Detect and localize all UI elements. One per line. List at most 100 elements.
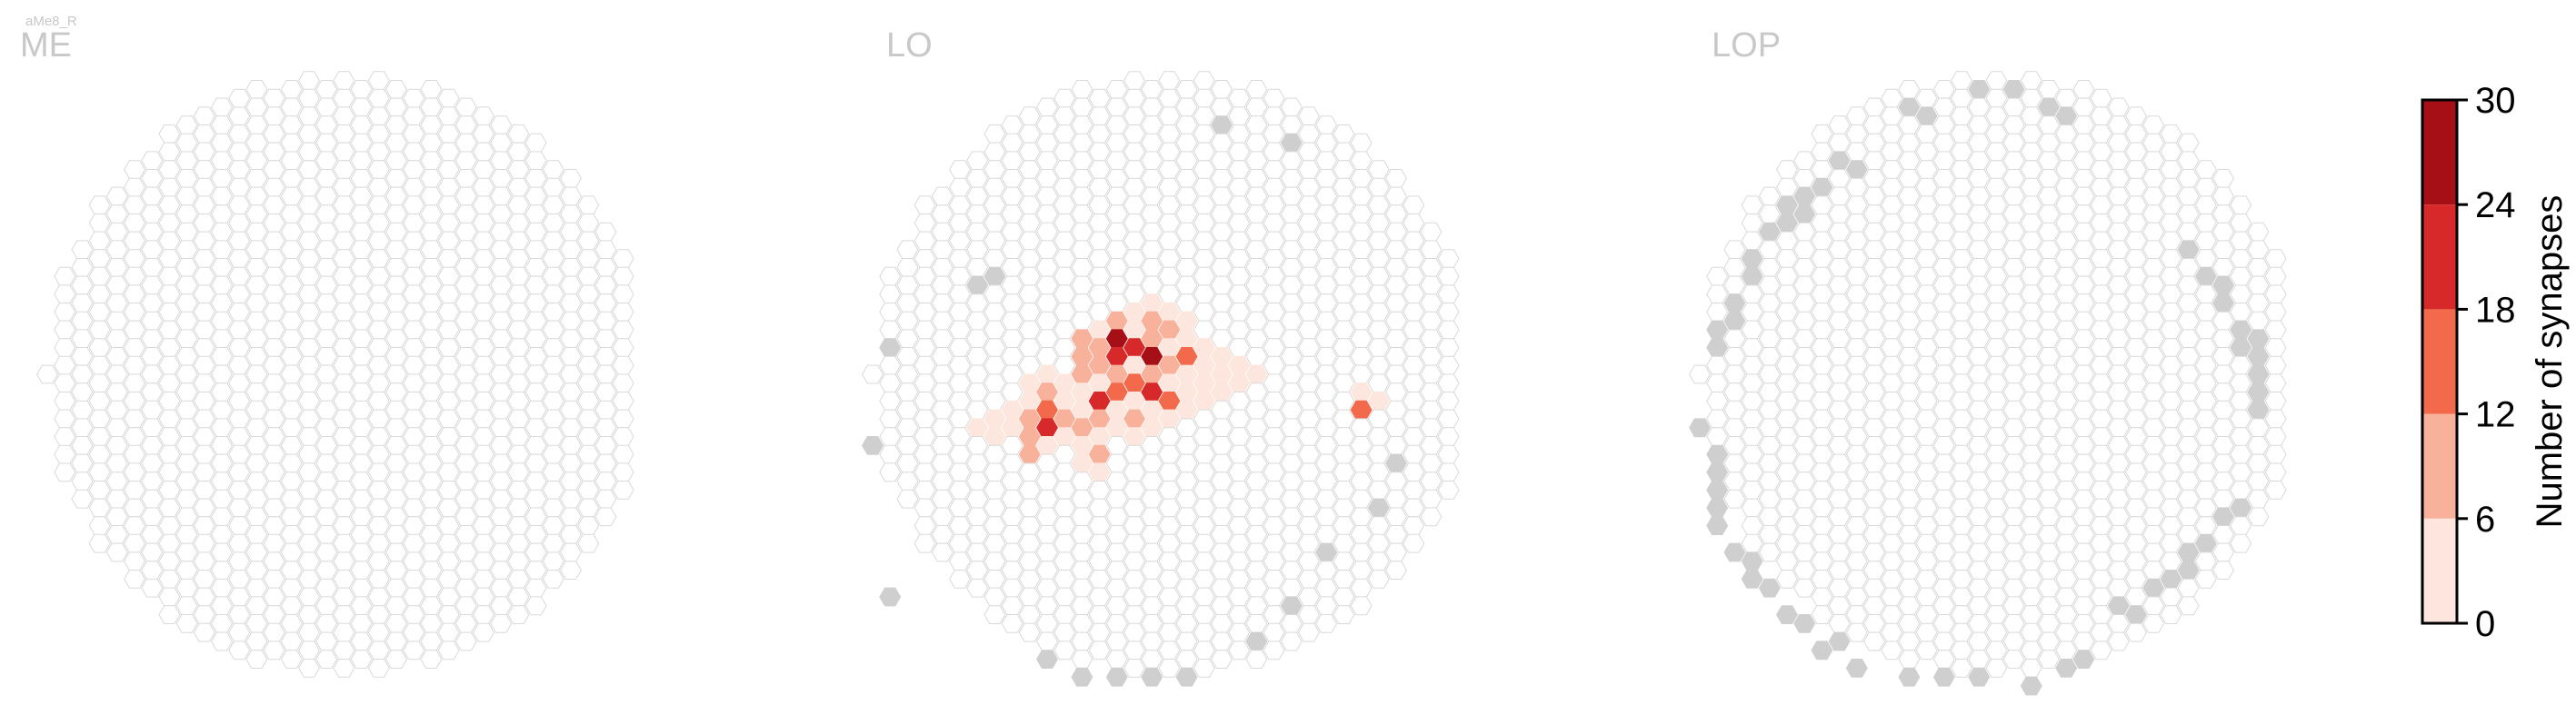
empty-column-cell bbox=[437, 481, 460, 500]
empty-column-cell bbox=[2090, 373, 2112, 393]
empty-column-cell bbox=[420, 347, 443, 366]
empty-column-cell bbox=[1776, 481, 1798, 500]
synapse-cell bbox=[983, 409, 1006, 429]
empty-column-cell bbox=[949, 160, 971, 179]
empty-column-cell bbox=[2160, 320, 2182, 340]
empty-column-cell bbox=[420, 418, 443, 438]
empty-column-cell bbox=[298, 551, 320, 571]
empty-column-cell bbox=[1898, 115, 1921, 134]
empty-column-cell bbox=[1263, 266, 1285, 286]
empty-column-cell bbox=[71, 489, 94, 509]
empty-column-cell bbox=[263, 320, 285, 340]
empty-column-cell bbox=[1367, 320, 1390, 340]
empty-column-cell bbox=[1001, 115, 1023, 134]
colorbar-tick-label: 18 bbox=[2475, 290, 2516, 330]
empty-column-cell bbox=[507, 160, 530, 179]
empty-column-cell bbox=[385, 293, 407, 313]
empty-column-cell bbox=[1385, 186, 1407, 206]
empty-column-cell bbox=[1367, 481, 1390, 500]
empty-column-cell bbox=[454, 169, 477, 188]
empty-column-cell bbox=[367, 355, 390, 375]
empty-column-cell bbox=[1951, 142, 1972, 162]
empty-column-cell bbox=[333, 373, 355, 393]
empty-column-cell bbox=[1845, 444, 1868, 464]
empty-column-cell bbox=[2160, 533, 2182, 553]
empty-column-cell bbox=[1088, 142, 1111, 162]
empty-column-cell bbox=[2125, 106, 2147, 126]
empty-column-cell bbox=[211, 596, 233, 616]
empty-column-cell bbox=[228, 533, 251, 553]
empty-column-cell bbox=[2125, 249, 2147, 268]
empty-column-cell bbox=[1706, 284, 1729, 304]
synapse-cell bbox=[1105, 311, 1128, 331]
empty-column-cell bbox=[507, 462, 530, 482]
empty-column-cell bbox=[1385, 258, 1407, 277]
empty-column-cell bbox=[1881, 124, 1903, 144]
empty-column-cell bbox=[560, 436, 582, 455]
empty-column-cell bbox=[1141, 258, 1163, 277]
empty-column-cell bbox=[2177, 472, 2200, 491]
empty-column-cell bbox=[1211, 472, 1233, 491]
empty-column-cell bbox=[2160, 516, 2182, 535]
empty-column-cell bbox=[1088, 124, 1111, 144]
empty-column-cell bbox=[1863, 97, 1885, 117]
empty-column-cell bbox=[280, 204, 303, 223]
missing-column-cell bbox=[1776, 214, 1798, 233]
empty-column-cell bbox=[298, 214, 320, 233]
empty-column-cell bbox=[2038, 614, 2060, 633]
empty-column-cell bbox=[1245, 240, 1268, 260]
empty-column-cell bbox=[1158, 142, 1181, 162]
empty-column-cell bbox=[1403, 427, 1425, 446]
empty-column-cell bbox=[1898, 80, 1921, 99]
empty-column-cell bbox=[1228, 516, 1251, 535]
empty-column-cell bbox=[105, 293, 128, 313]
empty-column-cell bbox=[280, 400, 303, 420]
empty-column-cell bbox=[315, 186, 338, 206]
empty-column-cell bbox=[1723, 258, 1746, 277]
empty-column-cell bbox=[211, 364, 233, 384]
empty-column-cell bbox=[2177, 453, 2200, 473]
empty-column-cell bbox=[1018, 498, 1041, 518]
empty-column-cell bbox=[367, 338, 390, 357]
empty-column-cell bbox=[1811, 587, 1833, 607]
empty-column-cell bbox=[420, 364, 443, 384]
empty-column-cell bbox=[88, 481, 111, 500]
empty-column-cell bbox=[1723, 472, 1746, 491]
empty-column-cell bbox=[367, 444, 390, 464]
empty-column-cell bbox=[1036, 578, 1058, 598]
empty-column-cell bbox=[437, 427, 460, 446]
missing-column-cell bbox=[2230, 498, 2252, 518]
empty-column-cell bbox=[1036, 329, 1058, 349]
empty-column-cell bbox=[1211, 329, 1233, 349]
empty-column-cell bbox=[420, 596, 443, 616]
empty-column-cell bbox=[158, 462, 181, 482]
empty-column-cell bbox=[1898, 222, 1921, 242]
empty-column-cell bbox=[1105, 436, 1128, 455]
empty-column-cell bbox=[914, 355, 936, 375]
empty-column-cell bbox=[350, 97, 373, 117]
empty-column-cell bbox=[2038, 258, 2060, 277]
empty-column-cell bbox=[560, 418, 582, 438]
empty-column-cell bbox=[1706, 427, 1729, 446]
empty-column-cell bbox=[2107, 631, 2130, 651]
empty-column-cell bbox=[333, 71, 355, 90]
empty-column-cell bbox=[1053, 570, 1076, 589]
empty-column-cell bbox=[1001, 222, 1023, 242]
empty-column-cell bbox=[2230, 303, 2252, 322]
empty-column-cell bbox=[280, 240, 303, 260]
empty-column-cell bbox=[1951, 481, 1972, 500]
empty-column-cell bbox=[1811, 303, 1833, 322]
synapse-cell bbox=[1211, 347, 1233, 366]
empty-column-cell bbox=[949, 498, 971, 518]
empty-column-cell bbox=[385, 133, 407, 153]
empty-column-cell bbox=[420, 453, 443, 473]
empty-column-cell bbox=[2055, 214, 2078, 233]
empty-column-cell bbox=[1158, 71, 1181, 90]
empty-column-cell bbox=[2247, 311, 2270, 331]
empty-column-cell bbox=[141, 561, 164, 580]
empty-column-cell bbox=[2107, 347, 2130, 366]
empty-column-cell bbox=[949, 533, 971, 553]
empty-column-cell bbox=[141, 169, 164, 188]
empty-column-cell bbox=[2194, 427, 2217, 446]
empty-column-cell bbox=[211, 347, 233, 366]
